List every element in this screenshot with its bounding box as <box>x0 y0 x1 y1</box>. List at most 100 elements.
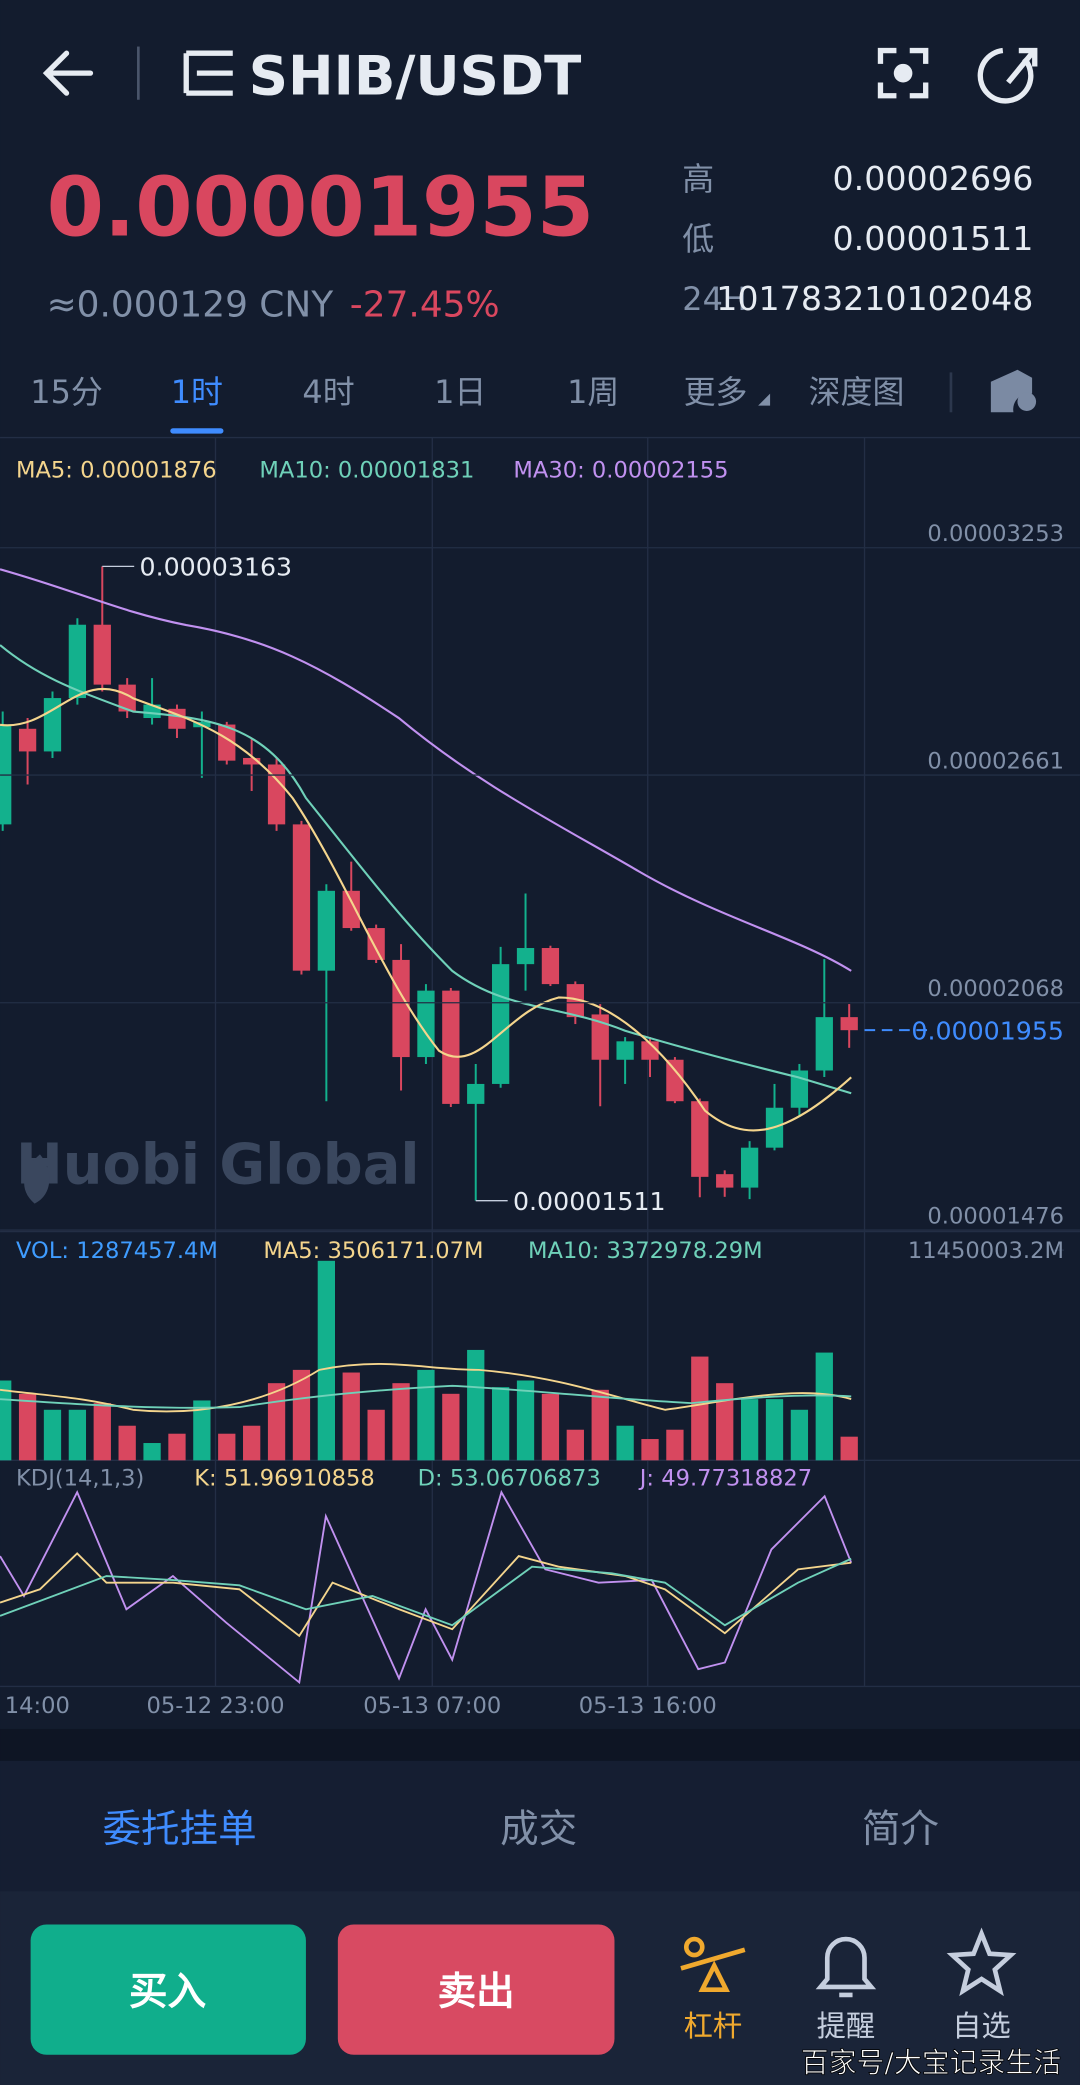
vol-legend: MA5: 3506171.07M <box>263 1238 483 1264</box>
more-caret <box>758 393 771 406</box>
volume-bar <box>641 1439 659 1461</box>
volume-bar <box>392 1383 410 1461</box>
interval-tabs: 15分 1时 4时 1日 1周 更多 深度图 <box>30 373 904 411</box>
volume-bar <box>666 1429 684 1461</box>
leverage-icon[interactable] <box>680 1936 746 1992</box>
candle-body <box>491 964 510 1084</box>
tab[interactable]: 15分 <box>30 373 103 411</box>
last-price: 0.00001955 <box>47 159 595 255</box>
source-watermark: 百家号/大宝记录生活 <box>801 2046 1062 2079</box>
kdj-legend: D: 53.06706873 <box>418 1466 601 1492</box>
volume-bar <box>367 1409 385 1461</box>
vol-ma10-line <box>0 1384 852 1409</box>
volume-bar <box>840 1436 858 1461</box>
candle-body <box>317 890 335 971</box>
candle-body <box>442 990 460 1104</box>
scan-icon[interactable] <box>877 47 929 99</box>
pair-title: SHIB/USDT <box>249 43 582 107</box>
chart-settings-icon[interactable] <box>990 369 1037 413</box>
x-tick-label: 05-12 23:00 <box>147 1693 285 1719</box>
candle-body <box>566 984 584 1018</box>
volume-bar <box>442 1393 460 1461</box>
menu-icon[interactable] <box>183 50 233 96</box>
volume-bar <box>218 1433 236 1461</box>
volume-bars: 11450003.2M <box>0 1238 1065 1461</box>
kdj-legend: J: 49.77318827 <box>638 1466 812 1492</box>
ma-legend: MA10: 0.00001831 <box>259 457 474 483</box>
tab[interactable]: 1周 <box>567 373 619 411</box>
x-tick-label: 14:00 <box>5 1693 70 1719</box>
ma-legend: MA30: 0.00002155 <box>513 457 728 483</box>
sell-button[interactable] <box>337 1924 615 2055</box>
volume-bar <box>591 1389 609 1461</box>
alert-icon[interactable] <box>815 1936 877 1998</box>
x-tick-label: 05-13 16:00 <box>579 1693 717 1719</box>
stat-value: 0.00002696 <box>833 159 1034 198</box>
stat-label: 高 <box>682 160 714 198</box>
volume-bar <box>93 1403 111 1461</box>
candle-body <box>267 764 286 825</box>
candle-body <box>815 1017 833 1071</box>
buy-button[interactable] <box>30 1924 306 2055</box>
bottom-tabs <box>0 1760 1080 1892</box>
bottom-tab-active[interactable]: 委托挂单 <box>102 1807 256 1852</box>
volume-bar <box>267 1383 286 1461</box>
candle-body <box>292 824 311 971</box>
volume-bar <box>541 1393 560 1461</box>
separator <box>0 1728 1080 1761</box>
volume-bar <box>815 1352 833 1461</box>
ma5-line <box>0 687 852 1132</box>
volume-tick-label: 11450003.2M <box>908 1238 1064 1264</box>
candle-body <box>243 757 261 765</box>
bottom-tab[interactable]: 简介 <box>862 1807 939 1852</box>
kdj-k-line <box>0 1552 852 1638</box>
stat-value: 101783210102048 <box>716 279 1033 318</box>
candle-body <box>691 1101 709 1177</box>
bottom-tab[interactable]: 成交 <box>500 1807 577 1852</box>
tab[interactable]: 更多 <box>684 373 748 411</box>
ma-legend: MA5: 0.00001876 <box>16 457 217 483</box>
candle-body <box>392 959 410 1058</box>
kdj-d-line <box>0 1557 852 1627</box>
kdj-legend: K: 51.96910858 <box>194 1466 375 1492</box>
vol-ma5-line <box>0 1363 852 1413</box>
candle-body <box>541 948 560 985</box>
candle-body <box>342 890 360 929</box>
volume-bar <box>740 1399 759 1461</box>
candle-body <box>740 1147 759 1188</box>
favorite-icon[interactable] <box>946 1927 1017 1997</box>
candle-body <box>18 728 37 752</box>
volume-bar <box>716 1383 734 1461</box>
volume-bar <box>68 1409 87 1461</box>
y-tick-label: 0.00002661 <box>927 748 1064 774</box>
volume-bar <box>168 1433 186 1461</box>
tab[interactable]: 深度图 <box>809 373 905 411</box>
x-tick-label: 05-13 07:00 <box>363 1693 501 1719</box>
volume-bar <box>467 1349 485 1461</box>
tab[interactable]: 4时 <box>302 373 354 411</box>
tab[interactable]: 1日 <box>434 373 486 411</box>
action-label: 自选 <box>952 2009 1011 2043</box>
stat-label: 24H <box>682 280 747 318</box>
tab-active[interactable]: 1时 <box>171 373 223 411</box>
y-tick-label: 0.00001476 <box>927 1203 1064 1229</box>
volume-bar <box>118 1425 136 1461</box>
low-label: 0.00001511 <box>513 1187 666 1216</box>
volume-bar <box>516 1380 535 1461</box>
volume-bar <box>143 1443 161 1461</box>
action-label: 提醒 <box>817 2009 876 2043</box>
volume-bar <box>43 1409 62 1461</box>
stat-label: 低 <box>682 220 714 258</box>
volume-bar <box>790 1409 809 1461</box>
candle-body <box>118 684 136 712</box>
stat-value: 0.00001511 <box>833 219 1034 258</box>
cny-price: ≈0.000129 CNY <box>47 285 334 326</box>
sell-label: 卖出 <box>438 1969 515 2014</box>
candle-body <box>367 928 385 960</box>
back-button[interactable] <box>42 50 94 96</box>
share-icon[interactable] <box>977 47 1038 104</box>
change-percent: -27.45% <box>350 285 500 326</box>
volume-bar <box>691 1356 709 1461</box>
